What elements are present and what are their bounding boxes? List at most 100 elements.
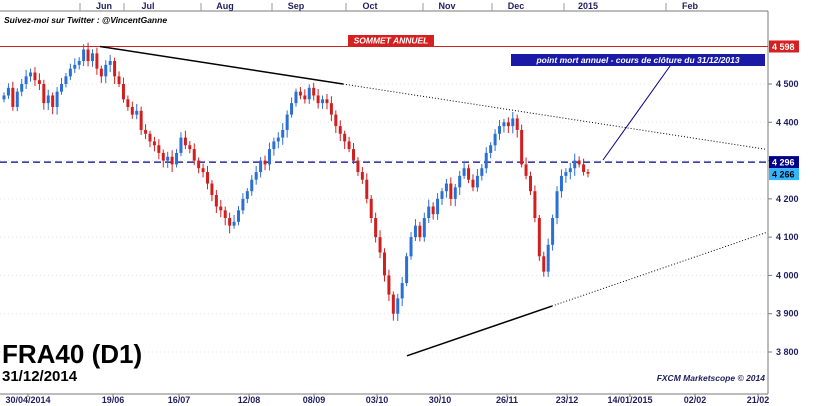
candle-body bbox=[245, 191, 249, 199]
candle-body bbox=[582, 164, 586, 173]
candle-body bbox=[135, 110, 139, 115]
candle-body bbox=[356, 160, 360, 173]
candle-body bbox=[493, 133, 497, 146]
candle-body bbox=[290, 103, 294, 115]
candle-body bbox=[520, 129, 524, 165]
candle-body bbox=[46, 95, 50, 104]
candle-body bbox=[148, 133, 152, 142]
candle-body bbox=[259, 160, 263, 173]
candles bbox=[2, 42, 590, 321]
candle-body bbox=[73, 64, 77, 69]
candle-body bbox=[431, 206, 435, 215]
candle-body bbox=[272, 141, 276, 150]
candle-body bbox=[303, 95, 307, 100]
point-mort-price-tag: 4 296 bbox=[772, 158, 795, 168]
candle-body bbox=[11, 87, 15, 107]
candle-body bbox=[427, 206, 431, 218]
y-tick-label: 3 800 bbox=[776, 347, 799, 357]
point-mort-callout-connector bbox=[602, 65, 671, 161]
candle-body bbox=[396, 298, 400, 314]
candle-body bbox=[223, 210, 227, 218]
bottom-date-labels: 30/04/2014 19/06 16/07 12/08 08/09 03/10 30/10… bbox=[5, 394, 769, 405]
bottom-date-label: 16/07 bbox=[168, 395, 191, 405]
candle-body bbox=[197, 160, 201, 169]
candle-body bbox=[312, 87, 316, 96]
price-tags: 4 598 4 296 4 266 bbox=[769, 40, 799, 181]
candle-body bbox=[285, 114, 289, 130]
candle-body bbox=[250, 179, 254, 192]
candle-body bbox=[29, 72, 33, 77]
candle-body bbox=[298, 91, 302, 96]
candle-body bbox=[546, 244, 550, 272]
candle-body bbox=[484, 152, 488, 169]
candle-body bbox=[117, 76, 121, 84]
instrument-title: FRA40 (D1) bbox=[2, 339, 142, 369]
candle-body bbox=[281, 129, 285, 138]
candle-body bbox=[480, 168, 484, 176]
top-month-label: Dec bbox=[508, 1, 525, 11]
top-axis-band bbox=[0, 0, 816, 11]
candle-body bbox=[559, 175, 563, 192]
resistance-trendline bbox=[99, 45, 344, 85]
y-tick-label: 4 200 bbox=[776, 194, 799, 204]
twitter-credit: Suivez-moi sur Twitter : @VincentGanne bbox=[4, 15, 167, 25]
candle-body bbox=[564, 172, 568, 176]
candle-body bbox=[232, 221, 236, 226]
sommet-annuel-label-bg bbox=[348, 35, 434, 46]
candle-body bbox=[175, 152, 179, 165]
candle-body bbox=[551, 218, 555, 245]
bottom-date-label: 30/04/2014 bbox=[5, 395, 50, 405]
candle-body bbox=[267, 149, 271, 165]
candle-body bbox=[55, 91, 59, 107]
candle-body bbox=[542, 256, 546, 272]
y-tick-label: 3 900 bbox=[776, 309, 799, 319]
candle-body bbox=[228, 218, 232, 226]
top-month-label: Jul bbox=[141, 1, 154, 11]
y-tick-label: 4 000 bbox=[776, 270, 799, 280]
support-trendline bbox=[406, 305, 553, 357]
candle-body bbox=[533, 191, 537, 218]
candle-body bbox=[365, 179, 369, 199]
candle-body bbox=[77, 61, 81, 65]
candle-body bbox=[528, 175, 532, 192]
candle-body bbox=[214, 195, 218, 207]
candle-body bbox=[475, 175, 479, 188]
bottom-date-label: 19/06 bbox=[102, 395, 125, 405]
top-month-label: Oct bbox=[362, 1, 377, 11]
candle-body bbox=[113, 61, 117, 77]
candle-body bbox=[206, 172, 210, 184]
candle-body bbox=[343, 133, 347, 142]
bottom-date-label: 23/12 bbox=[556, 395, 579, 405]
candle-body bbox=[352, 149, 356, 161]
candle-body bbox=[418, 225, 422, 238]
top-month-label: 2015 bbox=[578, 1, 598, 11]
candle-body bbox=[387, 275, 391, 295]
candle-body bbox=[577, 160, 581, 165]
candle-body bbox=[316, 95, 320, 104]
candle-body bbox=[15, 91, 19, 107]
source-credit: FXCM Marketscope © 2014 bbox=[657, 373, 766, 383]
top-month-label: Sep bbox=[288, 1, 305, 11]
candle-body bbox=[241, 198, 245, 211]
bottom-date-label: 08/09 bbox=[303, 395, 326, 405]
top-month-label: Nov bbox=[438, 1, 455, 11]
candle-body bbox=[263, 160, 267, 165]
candle-body bbox=[170, 156, 174, 165]
candle-body bbox=[400, 283, 404, 299]
sommet-price-tag-bg bbox=[769, 40, 799, 53]
candle-body bbox=[276, 137, 280, 142]
candle-body bbox=[99, 68, 103, 77]
top-month-label: Aug bbox=[216, 1, 234, 11]
candle-body bbox=[462, 168, 466, 176]
candle-body bbox=[37, 80, 41, 84]
candle-body bbox=[453, 187, 457, 199]
candle-body bbox=[321, 99, 325, 104]
candle-body bbox=[458, 175, 462, 188]
candle-body bbox=[537, 218, 541, 257]
candle-body bbox=[152, 141, 156, 146]
bottom-date-label: 03/10 bbox=[366, 395, 389, 405]
candle-body bbox=[329, 103, 333, 115]
candle-body bbox=[378, 237, 382, 253]
